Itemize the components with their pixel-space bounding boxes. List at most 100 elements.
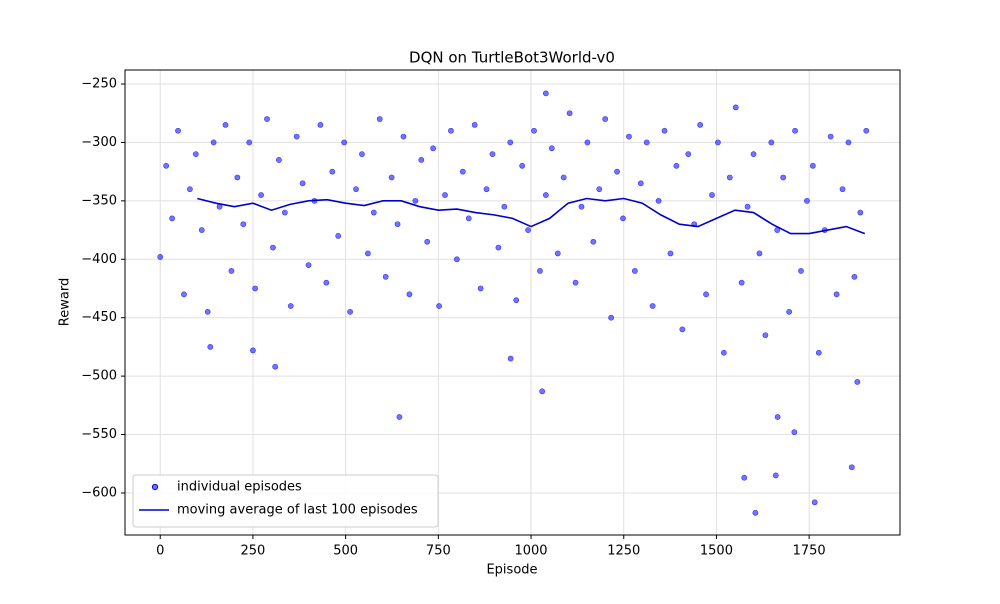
point: [726, 174, 733, 181]
point: [287, 303, 294, 309]
x-tick-label: 1250: [607, 544, 640, 559]
point: [272, 363, 279, 370]
point: [738, 279, 745, 286]
y-tick-label: −600: [81, 485, 117, 500]
point: [198, 227, 205, 233]
point: [720, 349, 727, 356]
point: [353, 186, 359, 193]
x-tick-label: 500: [333, 544, 358, 559]
point: [252, 285, 259, 292]
point: [471, 122, 478, 128]
point: [359, 151, 365, 158]
point: [275, 157, 282, 163]
x-tick-label: 1000: [514, 544, 547, 559]
point: [335, 233, 342, 239]
point: [804, 197, 810, 204]
x-tick-label: 1500: [700, 544, 733, 559]
chart-title: DQN on TurtleBot3World-v0: [409, 49, 615, 67]
point: [643, 139, 650, 146]
point: [815, 349, 822, 356]
point: [240, 221, 247, 228]
point: [341, 139, 348, 146]
point: [854, 379, 861, 385]
point: [848, 464, 855, 471]
point: [649, 303, 656, 309]
point: [507, 355, 514, 362]
point: [459, 168, 466, 175]
point: [845, 139, 852, 146]
point: [175, 127, 181, 134]
point: [495, 244, 502, 251]
point: [572, 279, 579, 286]
point: [685, 151, 692, 158]
point: [436, 303, 442, 309]
point: [293, 133, 300, 140]
point: [448, 127, 454, 134]
point: [228, 268, 235, 274]
point: [539, 388, 546, 395]
point: [513, 297, 520, 304]
point: [626, 133, 632, 140]
point: [222, 122, 229, 128]
point: [578, 203, 585, 210]
point: [584, 139, 591, 146]
point: [827, 133, 834, 140]
point: [388, 174, 395, 181]
point: [839, 186, 846, 193]
point: [774, 414, 781, 420]
x-tick-label: 750: [426, 544, 451, 559]
point: [376, 116, 383, 122]
y-axis-label: Reward: [58, 278, 73, 326]
point: [250, 347, 256, 354]
point: [264, 116, 270, 122]
point: [501, 203, 508, 210]
point: [752, 509, 759, 516]
point: [192, 151, 199, 158]
point: [453, 256, 460, 263]
point: [780, 174, 787, 181]
point: [483, 186, 490, 193]
point: [537, 268, 543, 274]
point: [396, 414, 403, 420]
point: [732, 104, 739, 111]
point: [750, 151, 757, 158]
point: [364, 250, 371, 257]
point: [186, 186, 193, 193]
point: [620, 215, 626, 222]
point: [163, 162, 170, 169]
point: [596, 186, 603, 193]
point: [477, 285, 484, 292]
point: [169, 215, 175, 222]
y-tick-label: −550: [81, 427, 117, 442]
point: [465, 215, 472, 222]
point: [382, 273, 389, 280]
point: [394, 221, 401, 228]
point: [299, 180, 306, 187]
point: [715, 139, 721, 146]
point: [400, 133, 407, 140]
point: [809, 162, 816, 169]
point: [560, 174, 567, 181]
point: [741, 474, 748, 481]
point: [430, 145, 437, 152]
point: [655, 197, 662, 204]
point: [542, 192, 549, 198]
y-tick-label: −350: [81, 193, 117, 208]
point: [270, 244, 276, 251]
point: [181, 291, 187, 298]
point: [679, 326, 686, 333]
point: [424, 238, 431, 245]
point: [531, 127, 537, 134]
point: [798, 268, 804, 274]
point: [317, 122, 324, 128]
point: [519, 162, 526, 169]
point: [709, 192, 715, 198]
point: [791, 429, 798, 436]
point: [204, 308, 211, 315]
legend-marker: [151, 483, 159, 491]
point: [305, 262, 312, 269]
legend-label: individual episodes: [177, 480, 302, 495]
point: [667, 250, 674, 257]
line: [197, 197, 866, 235]
